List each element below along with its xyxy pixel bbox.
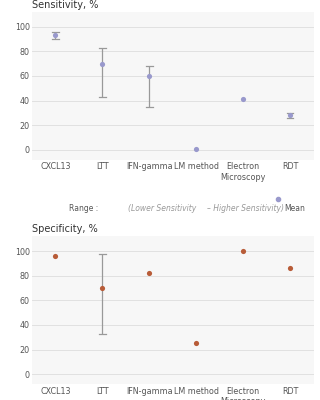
Point: [147, 270, 152, 276]
Point: [53, 32, 58, 38]
Point: [288, 112, 293, 118]
Point: [100, 285, 105, 291]
Text: – Higher Sensitivity): – Higher Sensitivity): [207, 204, 284, 213]
Point: [100, 60, 105, 67]
Point: [194, 340, 199, 347]
Text: Mean: Mean: [284, 204, 305, 213]
Point: [241, 248, 246, 254]
Point: [147, 73, 152, 79]
Point: [288, 265, 293, 272]
Point: [53, 253, 58, 259]
Text: (Lower Sensitivity: (Lower Sensitivity: [128, 204, 196, 213]
Text: Sensitivity, %: Sensitivity, %: [32, 0, 98, 10]
Text: Range :: Range :: [68, 204, 98, 213]
Text: Specificity, %: Specificity, %: [32, 224, 98, 234]
Point: [194, 145, 199, 152]
Point: [241, 96, 246, 102]
